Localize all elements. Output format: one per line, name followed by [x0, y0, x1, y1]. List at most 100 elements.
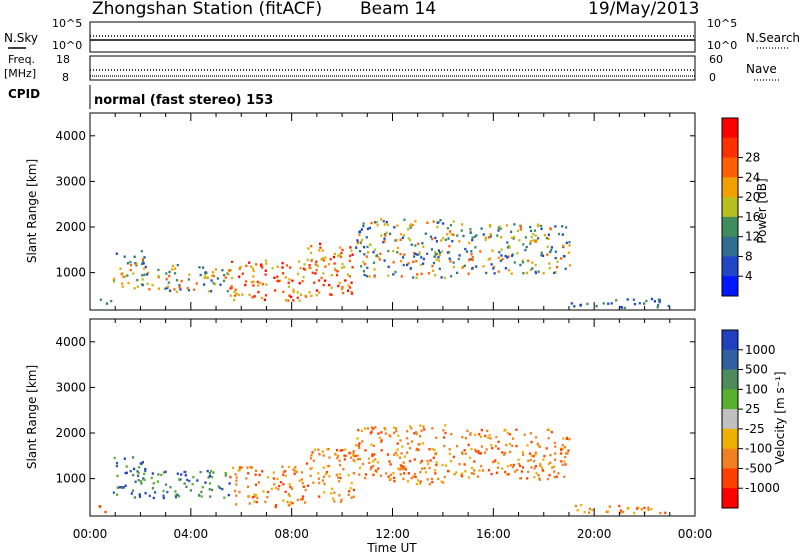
power-cell — [320, 258, 323, 261]
power-cell — [285, 264, 289, 267]
power-cell — [484, 238, 487, 242]
power-cell — [537, 223, 540, 226]
velocity-cell — [563, 446, 566, 449]
velocity-cell — [637, 506, 640, 509]
power-cell — [607, 302, 610, 305]
power-cell — [500, 236, 503, 239]
power-cell — [193, 288, 196, 291]
power-cell — [506, 241, 509, 244]
velocity-cell — [140, 482, 143, 485]
power-region-0 — [99, 298, 113, 305]
power-cell — [298, 299, 301, 302]
velocity-cell — [419, 480, 422, 483]
velocity-cell — [235, 503, 238, 506]
velocity-cell — [322, 475, 325, 478]
velocity-cell — [262, 490, 265, 493]
velocity-cell — [164, 470, 167, 473]
power-cell — [561, 233, 564, 236]
power-cell — [363, 273, 366, 277]
power-cell — [333, 252, 336, 256]
power-cell — [355, 246, 358, 249]
power-cell — [250, 280, 253, 284]
velocity-cell — [509, 464, 512, 467]
velocity-cell — [565, 452, 568, 455]
velocity-cell — [246, 466, 249, 469]
velocity-cell — [501, 451, 504, 454]
velocity-xtick-label: 12:00 — [375, 527, 410, 541]
velocity-cell — [519, 464, 522, 467]
velocity-cell — [261, 470, 264, 473]
velocity-cell — [274, 504, 278, 507]
velocity-cell — [515, 428, 518, 431]
velocity-cell — [413, 458, 416, 461]
velocity-cell — [266, 495, 269, 499]
velocity-cell — [132, 456, 135, 459]
velocity-cell — [371, 454, 374, 458]
power-cell — [290, 295, 293, 299]
velocity-cell — [480, 445, 483, 448]
power-cell — [524, 248, 527, 252]
velocity-cell — [466, 429, 469, 433]
power-cell — [403, 253, 406, 256]
power-cell — [424, 232, 427, 235]
velocity-cell — [526, 477, 529, 480]
velocity-colorbar-tick-label: -1000 — [745, 481, 780, 495]
velocity-cell — [414, 475, 417, 479]
velocity-cell — [300, 471, 304, 474]
power-cell — [456, 234, 459, 237]
power-cell — [556, 260, 559, 263]
velocity-region-5 — [354, 424, 458, 486]
velocity-cell — [238, 466, 242, 469]
velocity-ytick-label: 4000 — [55, 335, 86, 349]
velocity-cell — [229, 475, 232, 479]
velocity-cell — [113, 456, 116, 460]
velocity-colorbar-tick-label: 100 — [745, 382, 768, 396]
velocity-cell — [255, 500, 258, 504]
velocity-cell — [340, 498, 343, 501]
power-cell — [547, 237, 550, 240]
velocity-cell — [176, 493, 179, 496]
velocity-colorbar-cell — [722, 468, 738, 489]
power-cell — [387, 274, 390, 277]
velocity-cell — [507, 473, 510, 476]
velocity-cell — [380, 439, 383, 442]
velocity-cell — [512, 437, 515, 440]
velocity-cell — [464, 470, 467, 473]
power-cell — [199, 273, 202, 277]
velocity-cell — [331, 487, 334, 490]
power-cell — [512, 237, 515, 240]
velocity-cell — [371, 460, 375, 463]
velocity-cell — [116, 486, 119, 489]
power-colorbar-tick-label: 4 — [745, 269, 753, 283]
power-cell — [418, 253, 421, 256]
power-cell — [327, 263, 330, 266]
power-colorbar: 4 8 12 16 20 24 28 Power [dB] — [721, 117, 769, 297]
power-cell — [373, 268, 376, 271]
velocity-cell — [366, 427, 370, 430]
velocity-cell — [235, 476, 238, 479]
velocity-cell — [384, 428, 387, 431]
power-cell — [360, 238, 364, 242]
velocity-cell — [490, 472, 493, 476]
power-cell — [403, 234, 406, 237]
power-cell — [554, 225, 557, 228]
velocity-cell — [361, 462, 365, 466]
power-cell — [204, 273, 207, 277]
velocity-cell — [157, 473, 160, 476]
velocity-cell — [415, 448, 418, 452]
velocity-cell — [282, 473, 285, 476]
power-cell — [324, 256, 327, 259]
power-cell — [329, 258, 332, 261]
velocity-cell — [487, 469, 491, 472]
velocity-cell — [338, 459, 341, 463]
velocity-cell — [529, 432, 532, 435]
velocity-cell — [309, 467, 312, 470]
power-cell — [471, 258, 474, 262]
power-cell — [157, 274, 160, 278]
power-cell — [471, 266, 474, 270]
power-cell — [214, 283, 217, 286]
power-cell — [579, 303, 582, 307]
power-cell — [330, 293, 333, 296]
velocity-cell — [116, 493, 119, 496]
velocity-cell — [530, 454, 533, 458]
